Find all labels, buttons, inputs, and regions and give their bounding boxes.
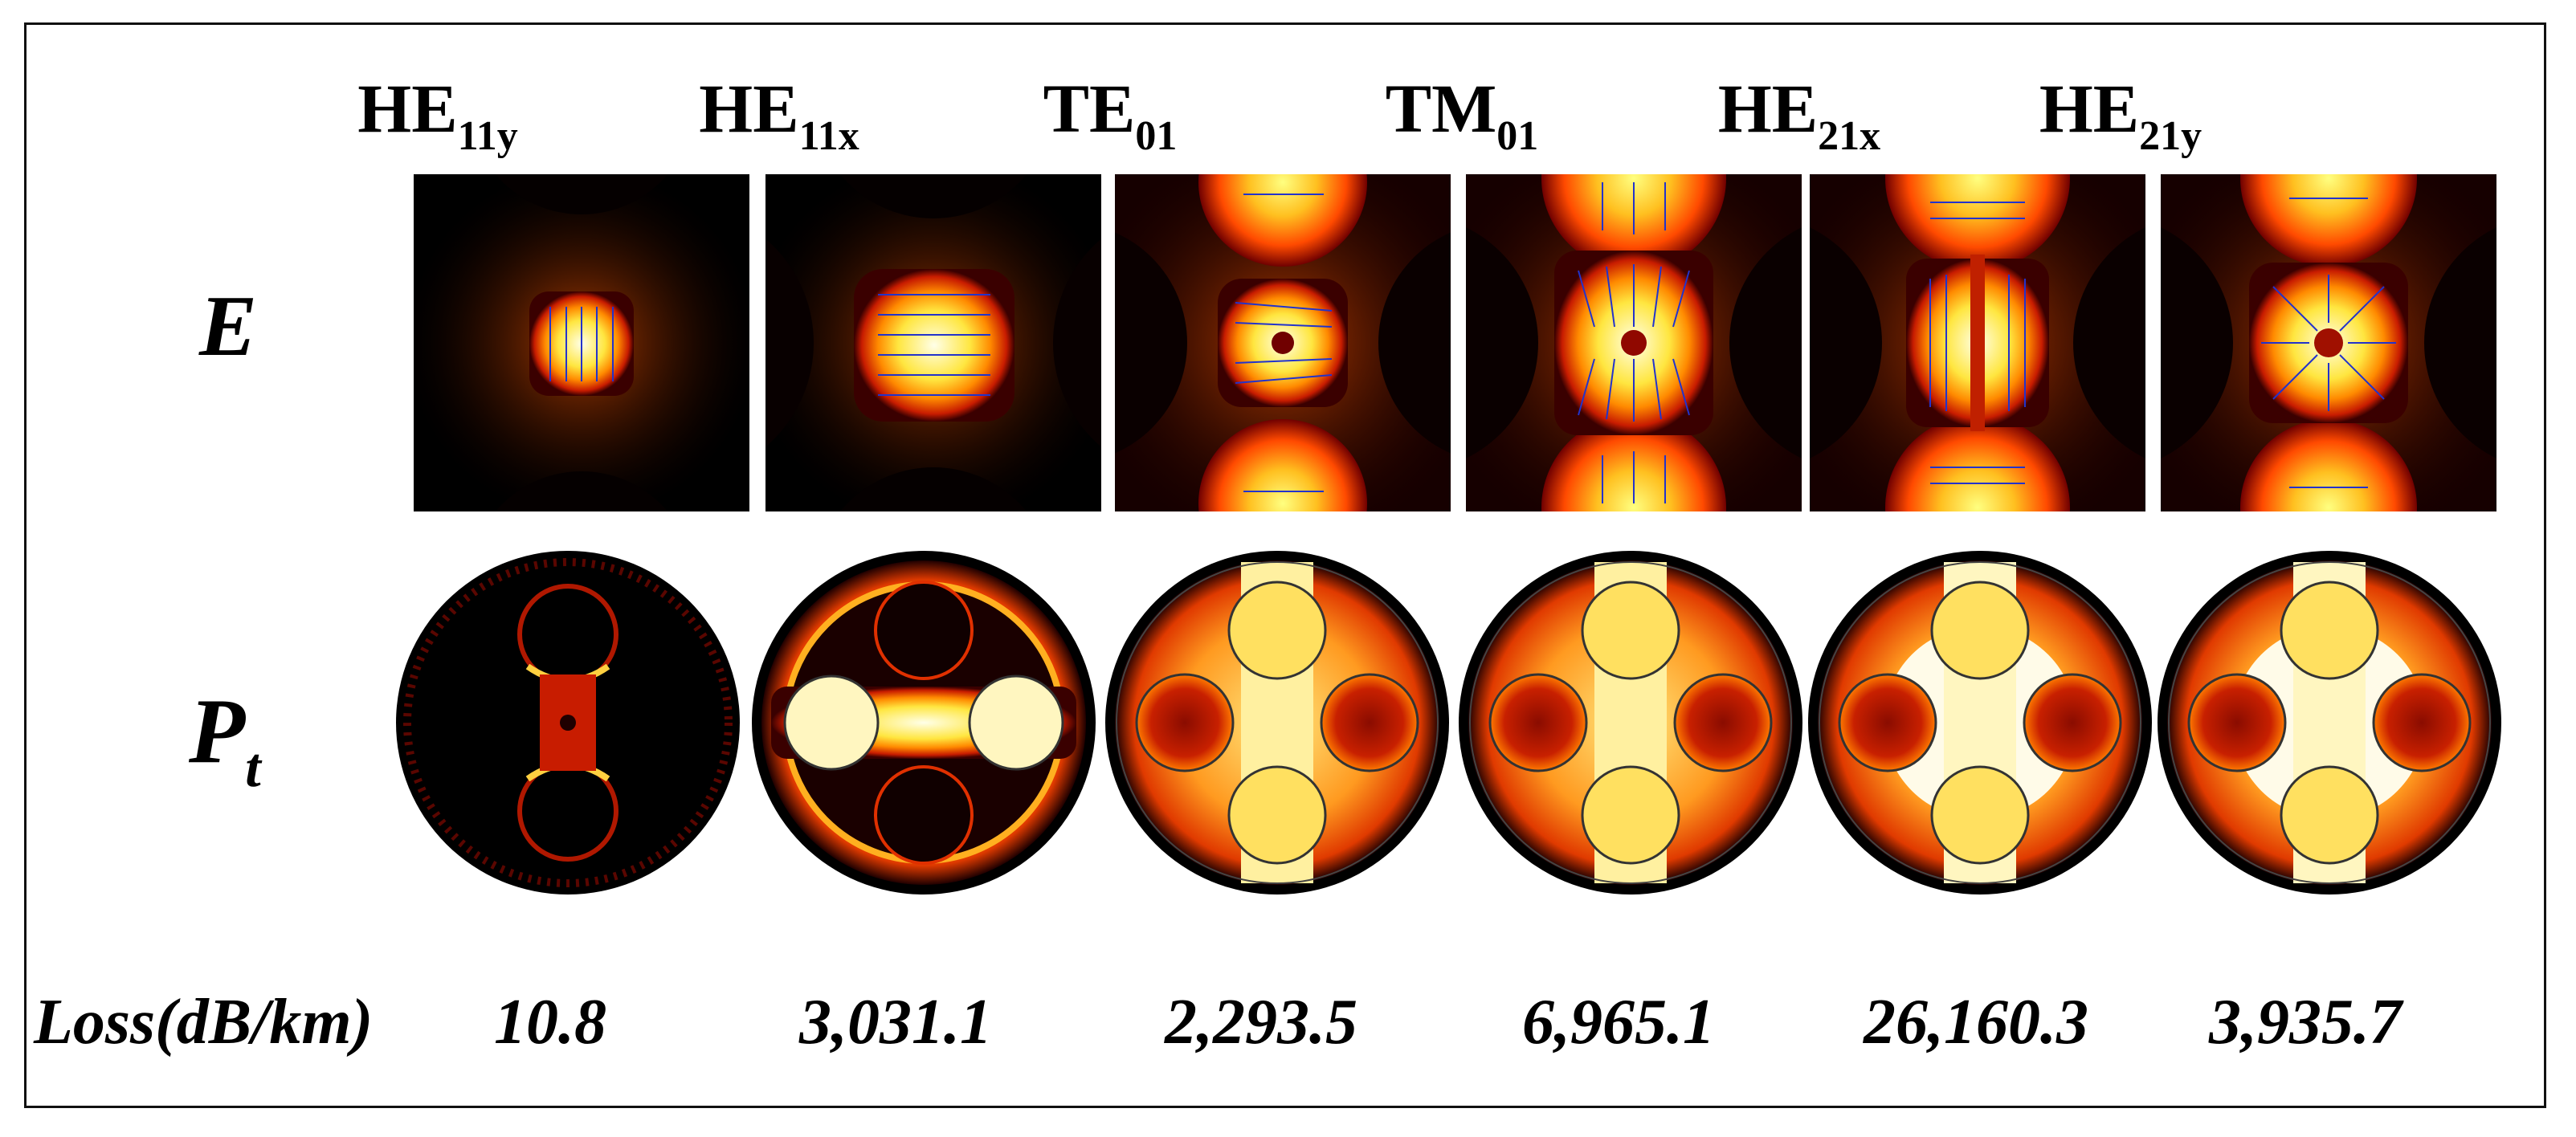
loss-value-te01: 2,293.5: [1165, 987, 1357, 1058]
loss-row-label: Loss(dB/km): [34, 987, 374, 1058]
mode-title-he11y: HE11y: [357, 70, 518, 159]
loss-value-he21x: 26,160.3: [1864, 987, 2088, 1058]
power-map-he11y: [391, 546, 745, 899]
mode-title-he21y: HE21y: [2039, 70, 2202, 159]
power-map-tm01: [1454, 546, 1807, 899]
power-map-he11x: [747, 546, 1100, 899]
efield-map-he21x: [1810, 174, 2145, 511]
loss-value-tm01: 6,965.1: [1522, 987, 1715, 1058]
power-map-he21y: [2153, 546, 2506, 899]
efield-map-tm01: [1466, 174, 1802, 511]
efield-map-te01: [1115, 174, 1451, 511]
mode-title-tm01: TM01: [1385, 70, 1539, 159]
loss-value-he21y: 3,935.7: [2209, 987, 2402, 1058]
mode-title-he21x: HE21x: [1717, 70, 1881, 159]
mode-title-te01: TE01: [1043, 70, 1178, 159]
loss-value-he11y: 10.8: [494, 987, 606, 1058]
efield-map-he11x: [765, 174, 1101, 511]
efield-map-he21y: [2161, 174, 2496, 511]
mode-title-he11x: HE11x: [699, 70, 859, 159]
row-label-electric-field: E: [199, 279, 258, 374]
row-label-power: Pt: [189, 680, 261, 799]
power-map-te01: [1100, 546, 1454, 899]
power-map-he21x: [1803, 546, 2157, 899]
loss-value-he11x: 3,031.1: [799, 987, 992, 1058]
efield-map-he11y: [414, 174, 749, 511]
